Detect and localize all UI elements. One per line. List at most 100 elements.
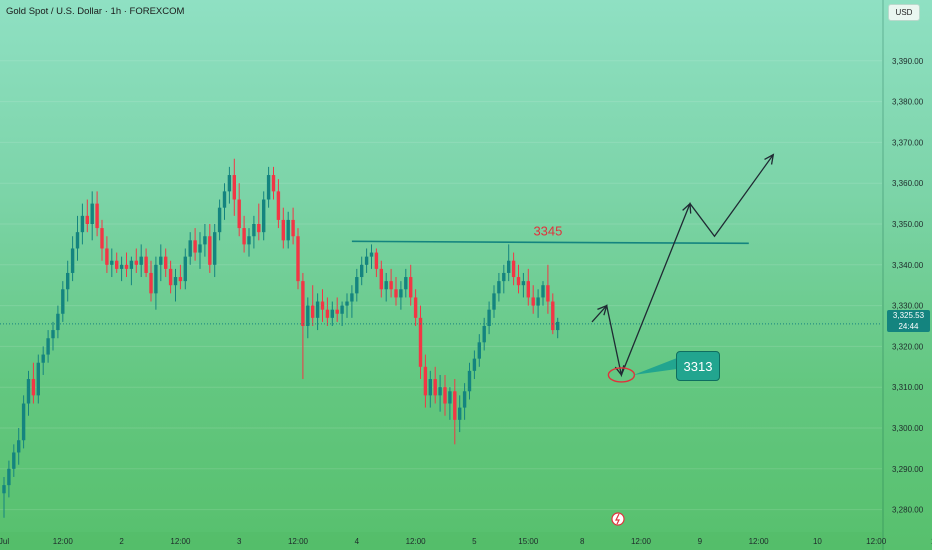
candle-body [281, 219, 285, 241]
candle-body [482, 326, 486, 343]
x-tick-label: 10 [813, 537, 822, 546]
candle-body [384, 281, 388, 290]
candle-body [7, 468, 11, 486]
x-tick-label: 2 [119, 537, 124, 546]
candle-body [203, 236, 207, 245]
candle-body [311, 305, 315, 318]
candle-body [237, 199, 241, 229]
candle-body [178, 277, 183, 282]
candle-body [551, 301, 555, 331]
y-tick-label: 3,370.00 [892, 138, 924, 147]
x-tick-label: 15:00 [518, 537, 539, 546]
candle-body [242, 228, 246, 245]
resistance-line [351, 240, 749, 245]
candle-body [541, 285, 545, 298]
candle-body [413, 297, 418, 318]
currency-button[interactable]: USD [888, 4, 920, 21]
y-tick-label: 3,320.00 [892, 342, 924, 351]
candle-body [222, 191, 227, 208]
candle-body [511, 260, 516, 278]
x-tick-label: 12:00 [631, 537, 652, 546]
candle-body [90, 203, 94, 224]
candle-body [164, 256, 168, 269]
candle-body [26, 379, 31, 404]
candle-body [173, 277, 178, 286]
candle-body [198, 244, 202, 253]
candle-body [262, 199, 266, 233]
candle-body [144, 256, 148, 273]
candle-body [85, 215, 89, 224]
candle-body [433, 379, 437, 396]
bar-countdown: 24:44 [898, 322, 919, 331]
candle-body [149, 272, 153, 294]
candle-body [139, 256, 143, 265]
candle-body [105, 248, 109, 265]
candle-body [208, 236, 212, 265]
candle-body [502, 272, 506, 282]
candle-body [119, 264, 124, 269]
y-tick-label: 3,290.00 [892, 465, 924, 474]
time-axis: Jul 12:00 2 12:00 3 12:00 4 12:00 5 15:00 8 12:00 9 1… [0, 512, 932, 550]
arrowhead-up-final [764, 153, 775, 165]
candle-body [129, 260, 134, 269]
candle-body [487, 309, 491, 326]
candle-body [183, 256, 187, 282]
x-tick-label: 12:00 [749, 537, 770, 546]
projection-path [591, 154, 774, 378]
candle-body [492, 293, 496, 310]
candle-body [418, 317, 423, 367]
candle-body [115, 260, 119, 269]
candle-body [472, 358, 477, 371]
candle-body [325, 309, 330, 318]
x-tick-label: 12:00 [406, 537, 427, 546]
arrowhead-up-2 [682, 202, 692, 214]
last-price-tag: 3,325.53 24:44 [887, 310, 930, 332]
candle-body [41, 354, 45, 363]
candle-body [266, 175, 271, 200]
x-tick-label: Jul [0, 537, 9, 546]
candle-body [423, 366, 428, 396]
x-tick-label: 9 [698, 537, 703, 546]
candle-body [276, 191, 281, 220]
candle-body [497, 281, 501, 294]
candle-body [36, 362, 40, 396]
grid [0, 60, 882, 511]
candle-body [110, 260, 114, 265]
flash-icon [611, 512, 625, 526]
candle-body [134, 260, 138, 265]
y-tick-label: 3,380.00 [892, 98, 924, 107]
candle-body [374, 252, 379, 269]
candle-body [315, 301, 320, 318]
x-tick-label: 11 [931, 537, 932, 546]
candle-body [31, 379, 36, 396]
resistance-label: 3345 [533, 223, 562, 238]
candle-body [369, 252, 374, 257]
arrowhead-up-1 [597, 304, 608, 316]
x-tick-label: 12:00 [170, 537, 191, 546]
y-tick-label: 3,280.00 [892, 506, 924, 515]
x-tick-label: 3 [237, 537, 242, 546]
drawings: 3345 [0, 153, 882, 383]
candle-body [17, 440, 21, 453]
candle-body [443, 387, 447, 404]
candle-body [458, 407, 462, 420]
candle-body [51, 330, 55, 339]
target-ellipse [607, 367, 636, 383]
candle-body [232, 175, 236, 200]
candle-body [168, 268, 173, 286]
candle-body [217, 207, 222, 233]
candle-body [507, 260, 511, 273]
candle-body [95, 203, 99, 229]
y-tick-label: 3,330.00 [892, 302, 924, 311]
candle-body [159, 256, 163, 265]
candle-body [2, 485, 6, 494]
candle-body [188, 240, 192, 257]
candle-body [462, 391, 467, 408]
target-callout[interactable]: 3313 [676, 351, 720, 381]
y-tick-label: 3,340.00 [892, 261, 924, 270]
candle-body [56, 313, 60, 331]
candle-body [340, 305, 344, 314]
candle-body [556, 321, 560, 331]
